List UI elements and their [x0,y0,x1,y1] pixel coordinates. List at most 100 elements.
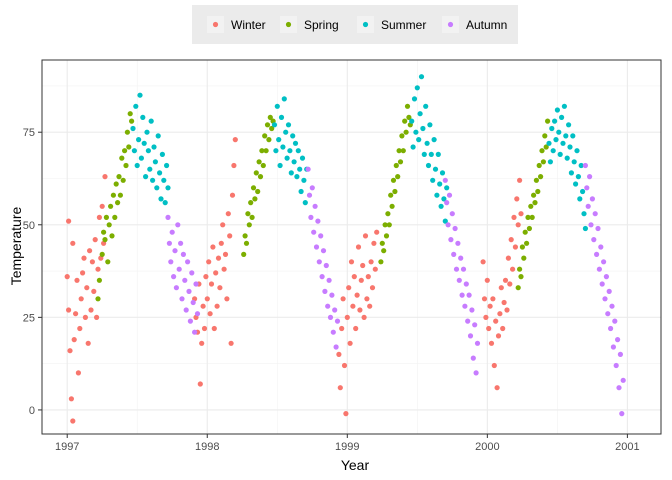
data-point [524,240,530,246]
data-point [519,244,526,250]
data-point [481,296,488,302]
data-point [421,151,427,157]
data-point [518,211,524,217]
data-point [411,96,418,102]
data-point [390,177,397,183]
data-point [165,185,171,191]
data-point [287,148,293,154]
data-point [546,140,552,146]
data-point [138,155,144,161]
data-point [561,103,568,109]
data-point [183,307,189,313]
data-point [113,181,119,187]
data-point [459,292,465,298]
data-point [231,162,237,169]
data-point [169,229,175,235]
data-point [308,214,314,220]
data-point [515,285,521,291]
data-point [488,340,495,346]
data-point [206,259,212,265]
data-point [248,200,254,206]
data-point [462,303,468,309]
data-point [517,266,523,272]
data-point [442,218,448,224]
data-point [374,229,380,235]
data-point [360,262,366,269]
data-point [355,244,362,250]
data-point [200,303,206,309]
legend-item-summer: Summer [357,16,426,33]
data-point [164,162,170,169]
data-point [599,281,605,287]
data-point [570,133,576,139]
data-point [502,277,509,283]
data-point [613,362,619,369]
grid-minor [42,60,661,434]
data-point [117,192,123,198]
data-point [110,192,116,198]
data-point [615,337,621,343]
data-point [564,155,570,161]
data-point [309,185,315,191]
data-point [592,211,598,217]
data-point [389,203,395,209]
data-point [165,214,171,220]
data-point [350,303,356,309]
data-point [453,266,460,272]
data-point [361,314,367,320]
data-point [140,114,146,120]
data-point [416,137,422,143]
data-point [609,303,615,309]
y-tick-label: 25 [23,312,35,324]
data-point [343,411,349,417]
data-point [395,174,401,180]
data-point [222,251,229,257]
data-point [67,348,73,354]
legend-box [192,5,518,44]
data-point [291,159,297,165]
data-point [517,177,523,183]
data-point [109,233,115,239]
data-point [141,140,147,146]
y-tick-label: 75 [23,127,35,139]
data-point [556,129,562,135]
data-point [584,185,590,191]
data-points [64,74,626,424]
data-point [299,155,306,161]
data-point [409,118,415,124]
data-point [486,325,492,332]
legend-label: Autumn [466,18,507,32]
data-point [185,259,191,265]
data-point [608,325,614,332]
data-point [84,285,90,291]
data-point [267,114,273,120]
data-point [313,244,320,250]
data-point [538,174,544,180]
data-point [187,318,193,324]
data-point [521,255,527,261]
data-point [441,196,447,202]
x-tick-label: 2001 [615,441,639,453]
data-point [116,174,122,180]
data-point [89,259,95,265]
y-axis-title: Temperature [8,206,24,285]
data-point [448,237,454,243]
data-point [285,122,292,128]
data-point [333,344,339,350]
data-point [229,192,236,198]
data-point [491,362,497,369]
data-point [568,170,575,176]
data-point [262,133,268,139]
data-point [406,114,412,120]
data-point [276,137,282,143]
data-point [526,225,533,232]
data-point [301,177,307,183]
data-point [612,318,618,324]
series-winter [64,137,524,424]
data-point [99,203,105,209]
data-point [192,329,198,335]
data-point [531,192,537,198]
data-point [161,177,167,183]
data-point [550,148,556,154]
data-point [246,222,252,228]
